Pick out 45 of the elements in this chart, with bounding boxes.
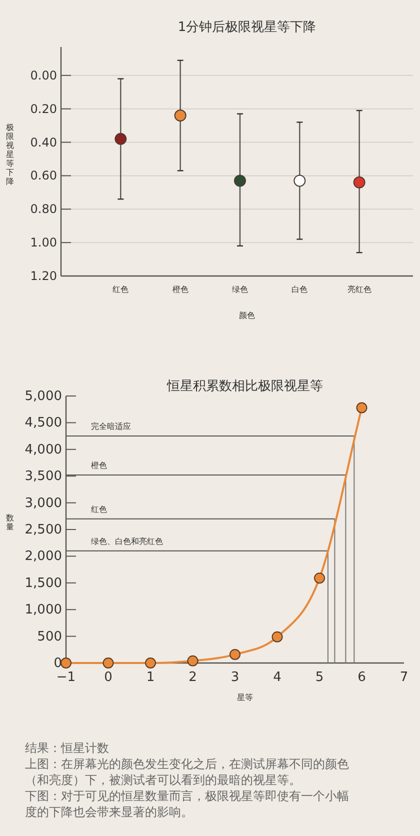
x-tick-label: 白色 bbox=[292, 285, 308, 294]
text: 下图：对于可见的恒星数量而言，极限视星等即使有一个小幅度的下降也会带来显著的影响。 bbox=[25, 788, 350, 820]
ref-line-label: 绿色、白色和亮红色 bbox=[91, 536, 163, 546]
y-tick-label: 1.00 bbox=[30, 236, 57, 250]
y-axis-title: 数量 bbox=[6, 514, 14, 532]
text: 上图：在屏幕光的颜色发生变化之后，在测试屏幕不同的颜色（和亮度）下，被测试者可以看到的最暗的视星等。 bbox=[25, 756, 350, 788]
y-tick-label: 2,500 bbox=[24, 522, 62, 538]
x-tick-label: 3 bbox=[230, 670, 240, 685]
y-tick-label: 0.00 bbox=[30, 68, 57, 82]
y-tick-label: 0.40 bbox=[30, 135, 57, 150]
x-tick-label: 1 bbox=[146, 670, 155, 685]
ref-line-label: 橙色 bbox=[91, 461, 107, 470]
ref-line-label: 红色 bbox=[91, 504, 107, 514]
x-tick-label: 4 bbox=[273, 670, 282, 685]
y-tick-label: 4,000 bbox=[24, 442, 62, 458]
x-tick-label: 0 bbox=[104, 670, 112, 685]
x-tick-label: 2 bbox=[188, 670, 197, 685]
y-tick-label: 1,500 bbox=[24, 576, 62, 591]
y-tick-label: 0 bbox=[54, 656, 62, 671]
x-tick-label: 橙色 bbox=[172, 285, 188, 294]
y-tick-label: 1.20 bbox=[30, 269, 57, 283]
y-tick-label: 3,000 bbox=[24, 496, 62, 511]
chart-title: 1分钟后极限视星等下降 bbox=[178, 20, 316, 35]
y-tick-label: 1,000 bbox=[24, 602, 62, 618]
x-tick-label: −1 bbox=[56, 670, 76, 685]
y-tick-label: 3,500 bbox=[24, 469, 62, 484]
x-tick-label: 红色 bbox=[112, 285, 129, 294]
y-tick-label: 5,000 bbox=[24, 389, 62, 404]
x-tick-label: 7 bbox=[400, 670, 408, 685]
y-tick-label: 0.60 bbox=[30, 168, 57, 183]
y-tick-label: 0.80 bbox=[30, 202, 57, 216]
y-tick-label: 2,000 bbox=[24, 549, 62, 564]
x-axis-title: 星等 bbox=[237, 693, 253, 702]
y-axis-title: 极限视星等下降 bbox=[5, 123, 14, 186]
y-tick-label: 0.20 bbox=[30, 102, 57, 116]
y-tick-label: 4,500 bbox=[24, 416, 62, 431]
x-tick-label: 5 bbox=[315, 670, 324, 685]
text: 结果：恒星计数 bbox=[25, 740, 110, 756]
x-tick-label: 绿色 bbox=[232, 285, 248, 294]
y-tick-label: 500 bbox=[37, 629, 62, 644]
chart-title: 恒星积累数相比极限视星等 bbox=[166, 379, 323, 394]
x-axis-title: 颜色 bbox=[239, 311, 255, 320]
ref-line-label: 完全暗适应 bbox=[91, 422, 131, 432]
x-tick-label: 亮红色 bbox=[347, 285, 372, 294]
x-tick-label: 6 bbox=[358, 670, 366, 685]
